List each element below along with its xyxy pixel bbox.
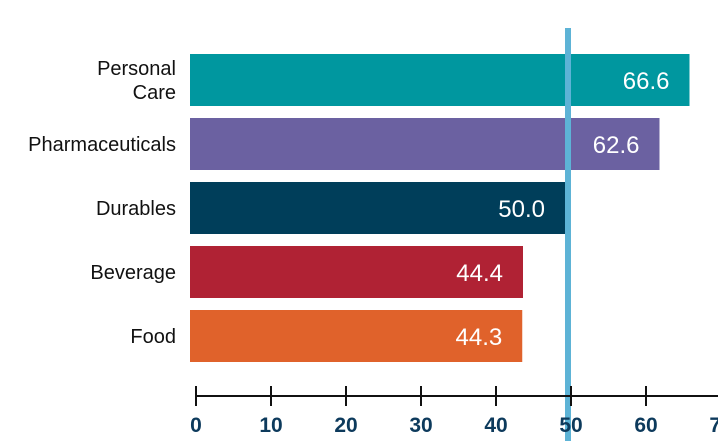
bar-1 <box>190 118 660 170</box>
category-label-1: Pharmaceuticals <box>28 134 176 156</box>
category-label-line: Beverage <box>90 262 176 284</box>
category-label-3: Beverage <box>90 262 176 284</box>
category-label-0: Personal Care <box>97 58 176 104</box>
x-tick-label-0: 0 <box>190 414 202 437</box>
reference-line-group <box>565 28 571 441</box>
x-tick-label-6: 60 <box>634 414 657 437</box>
x-axis: 0 10 20 30 40 50 60 70 <box>190 386 718 437</box>
value-label-1: 62.6 <box>593 132 640 159</box>
category-label-line: Pharmaceuticals <box>28 134 176 156</box>
x-tick-label-1: 10 <box>259 414 282 437</box>
category-label-line: Care <box>133 82 176 104</box>
x-tick-label-2: 20 <box>334 414 357 437</box>
category-label-line: Durables <box>96 198 176 220</box>
bar-0 <box>190 54 690 106</box>
x-tick-label-7: 70 <box>709 414 718 437</box>
bar-2 <box>190 182 565 234</box>
value-label-2: 50.0 <box>498 196 545 223</box>
category-label-line: Personal <box>97 58 176 80</box>
x-tick-label-5: 50 <box>559 414 582 437</box>
category-label-line: Food <box>130 326 176 348</box>
value-label-0: 66.6 <box>623 68 670 95</box>
value-label-3: 44.4 <box>456 260 503 287</box>
category-label-4: Food <box>130 326 176 348</box>
bars-group: Personal Care 66.6 Pharmaceuticals 62.6 Durab… <box>28 54 690 362</box>
value-label-4: 44.3 <box>456 324 503 351</box>
category-label-2: Durables <box>96 198 176 220</box>
x-tick-label-4: 40 <box>484 414 507 437</box>
bar-4 <box>190 310 523 362</box>
bar-3 <box>190 246 523 298</box>
x-tick-label-3: 30 <box>409 414 432 437</box>
reference-line <box>565 28 571 441</box>
